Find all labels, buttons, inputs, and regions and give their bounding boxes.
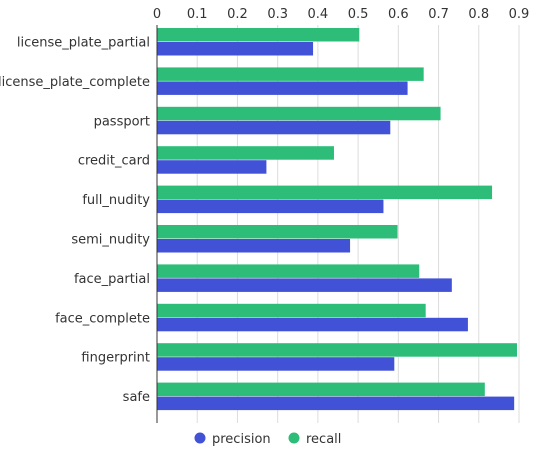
bar-precision xyxy=(157,396,515,411)
bar-recall xyxy=(157,106,441,121)
x-tick-label: 0.4 xyxy=(308,7,329,22)
bar-recall xyxy=(157,343,517,357)
bar-precision xyxy=(157,278,452,292)
legend-marker-recall xyxy=(288,432,300,444)
category-label: credit_card xyxy=(78,154,150,169)
x-tick-label: 0.7 xyxy=(428,7,449,22)
bar-recall xyxy=(157,382,485,397)
x-tick-label: 0 xyxy=(153,7,161,22)
bar-precision xyxy=(157,42,314,56)
legend-label-recall: recall xyxy=(306,432,341,447)
legend-label-precision: precision xyxy=(212,432,271,447)
bar-precision xyxy=(157,239,351,253)
bar-recall xyxy=(157,264,420,278)
category-label: safe xyxy=(123,390,150,405)
bar-precision xyxy=(157,120,391,135)
x-tick-label: 0.2 xyxy=(227,7,248,22)
x-tick-label: 0.8 xyxy=(468,7,489,22)
category-label: semi_nudity xyxy=(71,233,150,248)
category-label: license_plate_complete xyxy=(0,75,150,90)
x-tick-label: 0.1 xyxy=(187,7,208,22)
bar-precision xyxy=(157,160,267,174)
bar-recall xyxy=(157,225,398,239)
bar-recall xyxy=(157,146,334,160)
x-tick-label: 0.6 xyxy=(388,7,409,22)
category-label: passport xyxy=(94,114,150,129)
category-label: face_partial xyxy=(74,272,150,287)
category-label: full_nudity xyxy=(82,193,150,208)
bar-precision xyxy=(157,81,408,95)
bar-precision xyxy=(157,199,384,214)
category-label: license_plate_partial xyxy=(17,36,150,51)
bar-recall xyxy=(157,185,493,200)
bar-precision xyxy=(157,317,468,332)
legend: precision recall xyxy=(194,432,341,447)
bar-recall xyxy=(157,67,424,81)
category-label: fingerprint xyxy=(81,351,150,366)
bars xyxy=(157,28,517,411)
category-label: face_complete xyxy=(55,311,150,326)
legend-marker-precision xyxy=(194,432,206,444)
labels: 0 0.1 0.2 0.3 0.4 0.5 0.6 0.7 0.8 0.9 license_plat… xyxy=(0,7,529,405)
bar-recall xyxy=(157,28,360,42)
x-tick-label: 0.5 xyxy=(348,7,369,22)
bar-recall xyxy=(157,303,426,318)
x-tick-label: 0.9 xyxy=(509,7,530,22)
x-tick-label: 0.3 xyxy=(267,7,288,22)
bar-precision xyxy=(157,357,395,371)
